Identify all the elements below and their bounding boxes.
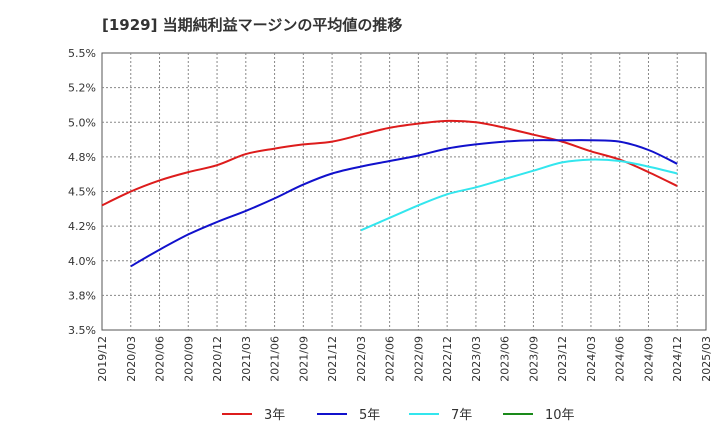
- x-tick-label: 2020/09: [182, 336, 195, 382]
- series-line: [101, 119, 678, 207]
- x-tick-label: 2020/12: [211, 336, 224, 382]
- x-tick-label: 2020/03: [125, 336, 138, 382]
- x-tick-label: 2023/03: [470, 336, 483, 382]
- x-tick-label: 2023/06: [499, 336, 512, 382]
- x-tick-label: 2022/03: [355, 336, 368, 382]
- y-tick-label: 3.5%: [68, 324, 96, 337]
- y-tick-label: 5.5%: [68, 47, 96, 60]
- y-tick-label: 5.0%: [68, 116, 96, 129]
- series-lines: [101, 119, 678, 268]
- x-tick-label: 2023/09: [527, 336, 540, 382]
- legend-label: 3年: [264, 408, 285, 423]
- x-tick-label: 2021/06: [269, 336, 282, 382]
- x-axis-ticks: 2019/12 2020/03 2020/06 2020/09 2020/12 2021/…: [96, 336, 713, 382]
- x-tick-label: 2024/12: [671, 336, 684, 382]
- series-line: [360, 158, 678, 232]
- y-tick-label: 4.0%: [68, 255, 96, 268]
- legend-label: 10年: [545, 408, 575, 423]
- x-tick-label: 2024/03: [585, 336, 598, 382]
- legend-label: 7年: [451, 408, 472, 423]
- y-tick-label: 5.2%: [68, 82, 96, 95]
- x-tick-label: 2024/09: [642, 336, 655, 382]
- x-tick-label: 2020/06: [154, 336, 167, 382]
- y-tick-label: 4.2%: [68, 220, 96, 233]
- x-tick-label: 2023/12: [556, 336, 569, 382]
- chart-title: [1929] 当期純利益マージンの平均値の推移: [102, 16, 403, 34]
- y-tick-label: 3.8%: [68, 289, 96, 302]
- y-tick-label: 4.8%: [68, 151, 96, 164]
- x-tick-label: 2022/09: [412, 336, 425, 382]
- x-tick-label: 2022/12: [441, 336, 454, 382]
- x-tick-label: 2021/09: [297, 336, 310, 382]
- x-tick-label: 2019/12: [96, 336, 109, 382]
- x-tick-label: 2025/03: [700, 336, 713, 382]
- x-tick-label: 2021/03: [240, 336, 253, 382]
- legend-label: 5年: [359, 408, 380, 423]
- y-tick-label: 4.5%: [68, 186, 96, 199]
- x-tick-label: 2021/12: [326, 336, 339, 382]
- series-line: [130, 139, 678, 268]
- y-axis-ticks: 5.5% 5.2% 5.0% 4.8% 4.5% 4.2% 4.0% 3.8% 3.5%: [68, 47, 96, 337]
- legend: 3年 5年 7年 10年: [222, 408, 575, 423]
- x-tick-label: 2024/06: [614, 336, 627, 382]
- grid-lines: [102, 53, 706, 330]
- x-tick-label: 2022/06: [384, 336, 397, 382]
